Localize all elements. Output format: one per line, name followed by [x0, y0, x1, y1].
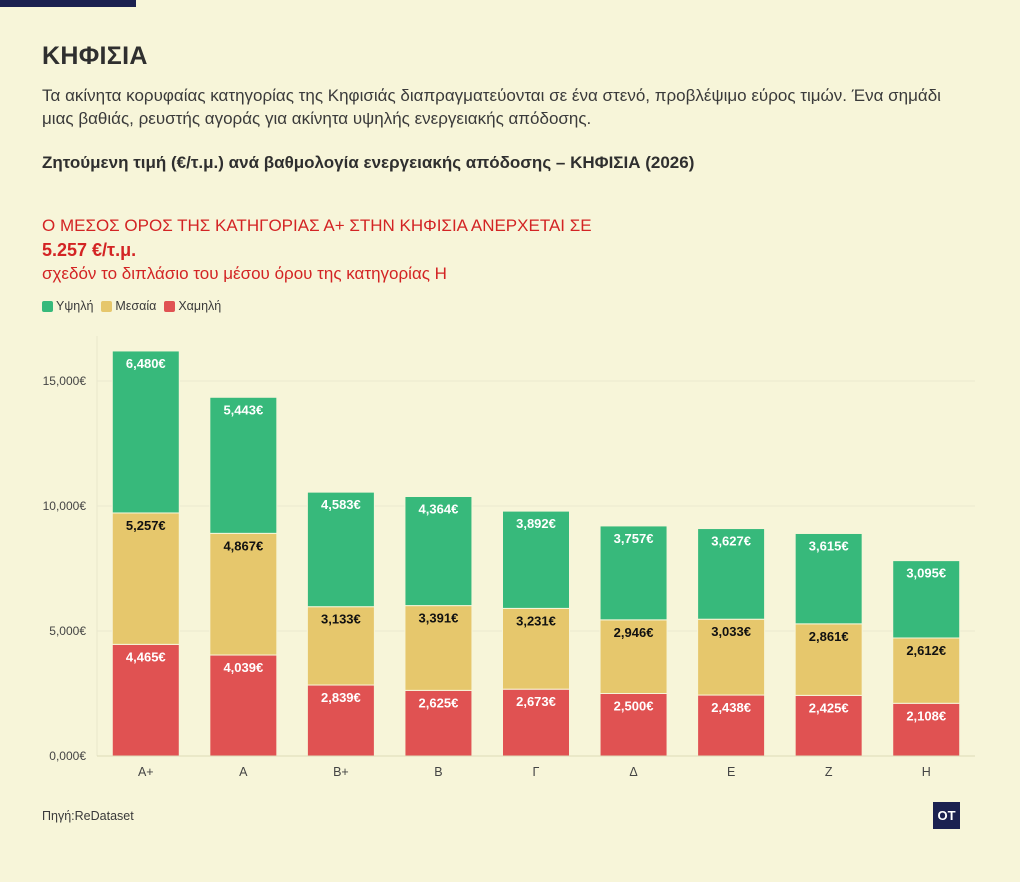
- bar-segment: [892, 637, 961, 704]
- y-tick-label: 10,000€: [43, 499, 87, 513]
- bar-segment: [111, 512, 180, 645]
- ot-logo: OT: [933, 802, 960, 829]
- data-label: 2,673€: [516, 694, 556, 709]
- x-tick-label: A+: [138, 765, 154, 779]
- x-tick-label: Z: [825, 765, 833, 779]
- y-tick-label: 5,000€: [49, 624, 86, 638]
- bar-segment: [794, 532, 863, 625]
- data-label: 3,892€: [516, 516, 556, 531]
- data-label: 2,500€: [614, 699, 654, 714]
- data-label: 3,095€: [906, 566, 946, 581]
- bar-segment: [404, 496, 473, 607]
- x-tick-label: Δ: [629, 765, 637, 779]
- x-tick-label: B+: [333, 765, 349, 779]
- headline-value: 5.257 €/τ.μ.: [42, 240, 137, 260]
- data-label: 4,867€: [223, 538, 263, 553]
- y-tick-label: 15,000€: [43, 374, 87, 388]
- bar-segment: [599, 619, 668, 694]
- bar-segment: [502, 607, 570, 690]
- bar-segment: [209, 396, 278, 534]
- x-tick-label: A: [239, 765, 248, 779]
- headline-line1: Ο ΜΕΣΟΣ ΟΡΟΣ ΤΗΣ ΚΑΤΗΓΟΡΙΑΣ Α+ ΣΤΗΝ ΚΗΦΙ…: [42, 216, 592, 235]
- data-label: 3,757€: [614, 531, 654, 546]
- data-label: 4,364€: [419, 502, 459, 517]
- data-label: 4,583€: [321, 497, 361, 512]
- bar-segment: [404, 689, 473, 757]
- data-label: 3,627€: [711, 534, 751, 549]
- legend-label-medium: Μεσαία: [115, 299, 157, 313]
- x-tick-label: E: [727, 765, 735, 779]
- data-label: 4,039€: [223, 660, 263, 675]
- x-tick-label: H: [922, 765, 931, 779]
- legend-label-low: Χαμηλή: [178, 299, 222, 313]
- data-label: 3,615€: [809, 538, 849, 553]
- data-label: 2,625€: [419, 695, 459, 710]
- bar-segment: [794, 623, 863, 696]
- data-label: 3,033€: [711, 624, 751, 639]
- data-label: 6,480€: [126, 356, 166, 371]
- bar-segment: [697, 528, 766, 620]
- bar-segment: [599, 525, 668, 621]
- source-note: Πηγή:ReDataset: [42, 809, 134, 823]
- data-label: 3,231€: [516, 613, 556, 628]
- bar-segment: [111, 350, 180, 514]
- bar-segment: [892, 560, 961, 639]
- legend-item-medium: Μεσαία: [101, 299, 156, 313]
- legend-swatch-medium: [101, 300, 113, 312]
- bar-segment: [404, 605, 473, 691]
- chart-legend: Υψηλή Μεσαία Χαμηλή: [42, 299, 221, 313]
- legend-label-high: Υψηλή: [56, 299, 94, 313]
- bar-segment: [697, 618, 766, 696]
- bar-segment: [111, 643, 180, 757]
- y-tick-label: 0,000€: [49, 749, 86, 763]
- data-label: 2,946€: [614, 625, 654, 640]
- data-label: 2,438€: [711, 700, 751, 715]
- bar-segment: [502, 510, 570, 609]
- bar-segment: [502, 688, 570, 757]
- data-label: 2,612€: [906, 643, 946, 658]
- headline: Ο ΜΕΣΟΣ ΟΡΟΣ ΤΗΣ ΚΑΤΗΓΟΡΙΑΣ Α+ ΣΤΗΝ ΚΗΦΙ…: [42, 214, 592, 286]
- legend-swatch-high: [42, 300, 53, 312]
- data-label: 2,839€: [321, 690, 361, 705]
- data-label: 2,108€: [906, 708, 946, 723]
- bar-segment: [306, 491, 375, 608]
- top-accent-bar: [0, 0, 136, 7]
- bar-segment: [697, 694, 766, 757]
- bar-segment: [209, 532, 278, 656]
- intro-text: Τα ακίνητα κορυφαίας κατηγορίας της Κηφι…: [42, 86, 941, 128]
- x-tick-label: B: [434, 765, 442, 779]
- bar-segment: [306, 606, 375, 686]
- headline-line3: σχεδόν το διπλάσιο του μέσου όρου της κα…: [42, 264, 447, 283]
- bar-segment: [599, 693, 668, 757]
- page-title: ΚΗΦΙΣΙΑ: [42, 42, 148, 70]
- data-label: 4,465€: [126, 649, 166, 664]
- legend-swatch-low: [164, 300, 176, 312]
- x-tick-label: Γ: [533, 765, 540, 779]
- data-label: 5,443€: [223, 402, 263, 417]
- bar-segment: [209, 654, 278, 757]
- data-label: 3,391€: [419, 611, 459, 626]
- data-label: 5,257€: [126, 518, 166, 533]
- data-label: 3,133€: [321, 612, 361, 627]
- legend-item-high: Υψηλή: [42, 299, 93, 313]
- chart-title: Ζητούμενη τιμή (€/τ.μ.) ανά βαθμολογία ε…: [42, 153, 695, 172]
- data-label: 2,861€: [809, 629, 849, 644]
- legend-item-low: Χαμηλή: [164, 299, 221, 313]
- data-label: 2,425€: [809, 700, 849, 715]
